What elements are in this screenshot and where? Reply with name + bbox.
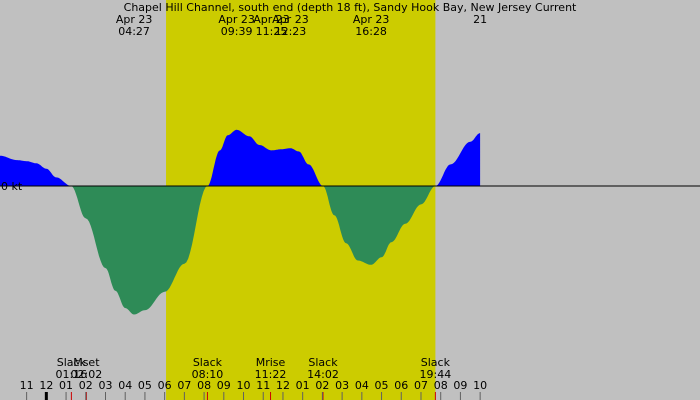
event-time-2: 08:10 xyxy=(192,368,224,381)
event-label-5: Slack xyxy=(421,356,451,369)
chart-title: Chapel Hill Channel, south end (depth 18… xyxy=(124,1,577,14)
hour-label-0: 11 xyxy=(20,379,34,392)
ebb-area-1 xyxy=(71,186,208,315)
flood-current-area xyxy=(0,129,481,186)
hour-label-21: 08 xyxy=(434,379,448,392)
hour-label-16: 03 xyxy=(335,379,349,392)
event-labels: Slack01:16Mset02:02Slack08:10Mrise11:22S… xyxy=(56,356,452,400)
hour-label-12: 11 xyxy=(256,379,270,392)
extremum-date-3: Apr 23 xyxy=(272,13,309,26)
hour-label-14: 01 xyxy=(296,379,310,392)
event-label-1: Mset xyxy=(73,356,100,369)
hour-label-13: 12 xyxy=(276,379,290,392)
extremum-time-1: 09:39 xyxy=(221,25,253,38)
event-time-5: 19:44 xyxy=(420,368,452,381)
extremum-date-5: 21 xyxy=(473,13,487,26)
ebb-current-area xyxy=(71,186,436,315)
hour-label-5: 04 xyxy=(118,379,132,392)
extremum-date-0: Apr 23 xyxy=(116,13,153,26)
hour-label-1: 12 xyxy=(39,379,53,392)
hour-label-6: 05 xyxy=(138,379,152,392)
hour-label-10: 09 xyxy=(217,379,231,392)
hour-label-15: 02 xyxy=(315,379,329,392)
hour-label-2: 01 xyxy=(59,379,73,392)
extremum-time-2: 11:25 xyxy=(256,25,288,38)
hour-label-11: 10 xyxy=(237,379,251,392)
hour-label-7: 06 xyxy=(158,379,172,392)
flood-area-2 xyxy=(207,129,323,186)
flood-area-4 xyxy=(435,133,481,186)
hour-label-22: 09 xyxy=(453,379,467,392)
flood-area-0 xyxy=(0,155,72,186)
hour-label-20: 07 xyxy=(414,379,428,392)
ebb-area-3 xyxy=(323,186,436,265)
hour-label-8: 07 xyxy=(177,379,191,392)
extremum-time-3: 12:23 xyxy=(275,25,307,38)
hour-label-4: 03 xyxy=(98,379,112,392)
zero-knot-label: 0 kt xyxy=(1,180,23,193)
extremum-date-2: Apr 23 xyxy=(253,13,290,26)
extremum-date-4: Apr 23 xyxy=(353,13,390,26)
event-label-4: Slack xyxy=(308,356,338,369)
hour-label-23: 10 xyxy=(473,379,487,392)
event-time-1: 02:02 xyxy=(71,368,103,381)
hour-label-18: 05 xyxy=(375,379,389,392)
event-label-3: Mrise xyxy=(256,356,286,369)
event-label-0: Slack xyxy=(57,356,87,369)
extremum-time-4: 16:28 xyxy=(355,25,387,38)
extremum-date-1: Apr 23 xyxy=(218,13,255,26)
hour-label-9: 08 xyxy=(197,379,211,392)
event-time-4: 14:02 xyxy=(307,368,339,381)
hour-label-3: 02 xyxy=(79,379,93,392)
event-time-3: 11:22 xyxy=(255,368,287,381)
hour-label-19: 06 xyxy=(394,379,408,392)
event-time-0: 01:16 xyxy=(56,368,88,381)
hour-label-17: 04 xyxy=(355,379,369,392)
hour-axis: 11 12 01 02 03 04 05 06 07 08 09 10 11 12 01 02 03 04 05 06… xyxy=(20,379,487,400)
extremum-time-0: 04:27 xyxy=(118,25,150,38)
event-label-2: Slack xyxy=(193,356,223,369)
